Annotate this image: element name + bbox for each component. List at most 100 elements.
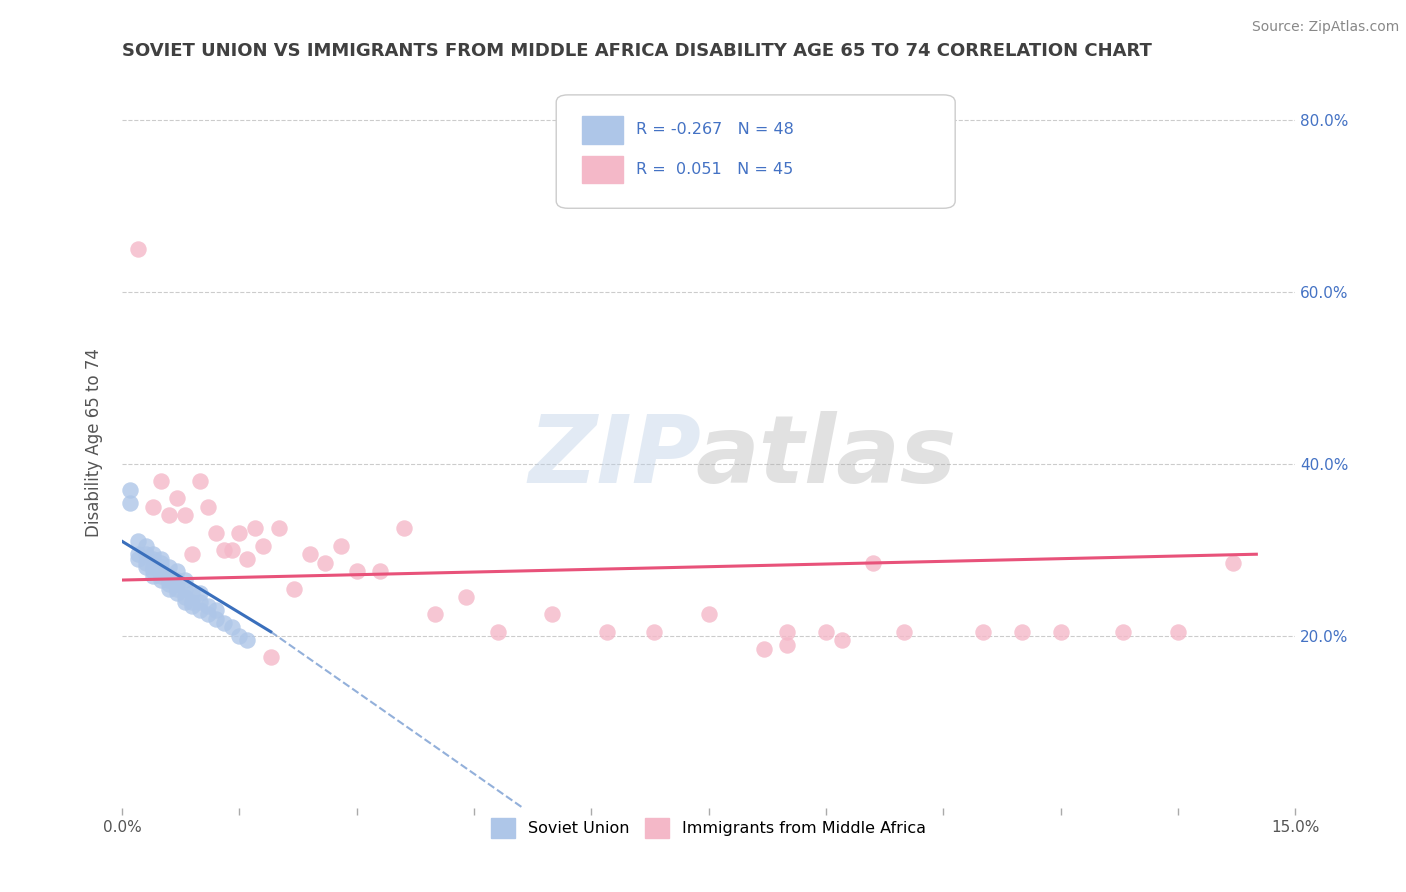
Point <box>260 650 283 665</box>
Point <box>205 612 228 626</box>
Point <box>181 547 204 561</box>
Point <box>283 582 305 596</box>
Point <box>150 560 173 574</box>
Bar <box>582 155 623 184</box>
Point <box>134 556 156 570</box>
Point <box>173 594 195 608</box>
Text: R =  0.051   N = 45: R = 0.051 N = 45 <box>636 162 793 177</box>
Point <box>236 551 259 566</box>
Point <box>197 500 219 514</box>
Point <box>127 242 149 256</box>
Point <box>127 551 149 566</box>
Point <box>197 607 219 622</box>
Point <box>862 556 884 570</box>
Point <box>188 586 211 600</box>
Text: ZIP: ZIP <box>529 411 702 503</box>
Point <box>314 556 336 570</box>
Point <box>330 539 353 553</box>
Point <box>166 577 188 591</box>
Point <box>188 594 211 608</box>
Text: R = -0.267   N = 48: R = -0.267 N = 48 <box>636 122 794 137</box>
Point <box>392 521 415 535</box>
Point <box>173 508 195 523</box>
Point <box>776 624 799 639</box>
Point <box>157 560 180 574</box>
Point <box>596 624 619 639</box>
Point <box>197 599 219 613</box>
Point <box>1011 624 1033 639</box>
Point <box>142 568 165 582</box>
Point <box>236 633 259 648</box>
Point <box>166 565 188 579</box>
Point <box>1222 556 1244 570</box>
Bar <box>582 116 623 144</box>
Point <box>252 539 274 553</box>
Point <box>150 556 173 570</box>
Point <box>205 603 228 617</box>
Point <box>173 582 195 596</box>
Point <box>1167 624 1189 639</box>
Point <box>150 568 173 582</box>
Point <box>486 624 509 639</box>
Point <box>423 607 446 622</box>
Point <box>643 624 665 639</box>
Point <box>267 521 290 535</box>
Point <box>150 565 173 579</box>
Point <box>173 591 195 605</box>
Point <box>150 474 173 488</box>
Point <box>212 616 235 631</box>
Point <box>697 607 720 622</box>
Point <box>228 525 250 540</box>
Point <box>1049 624 1071 639</box>
Point <box>1112 624 1135 639</box>
Point <box>221 620 243 634</box>
Point <box>831 633 853 648</box>
Point <box>776 638 799 652</box>
Point <box>142 560 165 574</box>
Point <box>157 573 180 587</box>
Point <box>157 508 180 523</box>
Legend: Soviet Union, Immigrants from Middle Africa: Soviet Union, Immigrants from Middle Afr… <box>485 812 932 844</box>
Text: atlas: atlas <box>696 411 956 503</box>
FancyBboxPatch shape <box>557 95 955 208</box>
Point <box>893 624 915 639</box>
Point <box>181 594 204 608</box>
Point <box>815 624 838 639</box>
Point <box>188 474 211 488</box>
Point <box>752 641 775 656</box>
Point <box>228 629 250 643</box>
Point <box>166 586 188 600</box>
Point <box>118 483 141 497</box>
Point <box>142 547 165 561</box>
Point <box>456 591 478 605</box>
Point <box>181 599 204 613</box>
Point <box>298 547 321 561</box>
Point <box>142 565 165 579</box>
Point <box>181 586 204 600</box>
Point <box>166 573 188 587</box>
Point <box>150 551 173 566</box>
Point <box>134 547 156 561</box>
Point <box>142 500 165 514</box>
Point <box>205 525 228 540</box>
Point <box>150 573 173 587</box>
Point <box>541 607 564 622</box>
Text: Source: ZipAtlas.com: Source: ZipAtlas.com <box>1251 20 1399 34</box>
Point <box>166 491 188 506</box>
Point <box>157 568 180 582</box>
Point <box>243 521 266 535</box>
Point <box>188 603 211 617</box>
Point <box>127 534 149 549</box>
Point <box>346 565 368 579</box>
Point <box>212 543 235 558</box>
Y-axis label: Disability Age 65 to 74: Disability Age 65 to 74 <box>86 348 103 537</box>
Point <box>134 539 156 553</box>
Point <box>127 547 149 561</box>
Point <box>157 582 180 596</box>
Point <box>142 551 165 566</box>
Point <box>173 573 195 587</box>
Text: SOVIET UNION VS IMMIGRANTS FROM MIDDLE AFRICA DISABILITY AGE 65 TO 74 CORRELATIO: SOVIET UNION VS IMMIGRANTS FROM MIDDLE A… <box>122 42 1152 60</box>
Point <box>166 582 188 596</box>
Point <box>221 543 243 558</box>
Point <box>972 624 994 639</box>
